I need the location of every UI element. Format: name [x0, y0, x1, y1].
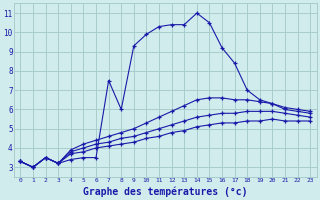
X-axis label: Graphe des températures (°c): Graphe des températures (°c) — [83, 186, 248, 197]
